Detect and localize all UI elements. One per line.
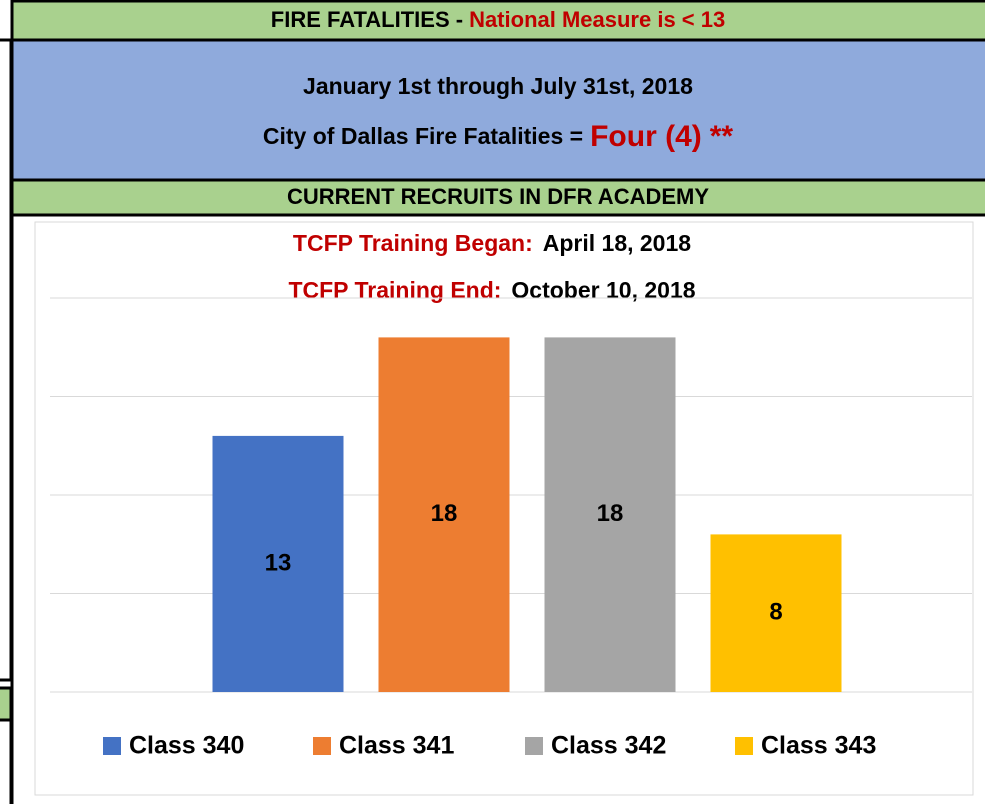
chart-title-value: October 10, 2018 [511,277,695,303]
title-highlight: National Measure is < 13 [469,7,725,32]
legend-label: Class 340 [129,732,244,760]
title: FIRE FATALITIES - [271,7,463,32]
chart-title-label: TCFP Training Began: [293,230,533,256]
left-panel-lower [0,718,13,804]
fatalities-box [10,38,985,182]
legend-swatch [313,737,331,755]
chart-title-line: TCFP Training End: October 10, 2018 [288,277,695,303]
fatalities-line: City of Dallas Fire Fatalities = Four (4)… [263,120,734,153]
bar [378,337,510,692]
legend-label: Class 342 [551,732,666,760]
left-band [0,686,13,722]
period: January 1st through July 31st, 2018 [303,73,693,99]
chart-title-line: TCFP Training Began: April 18, 2018 [293,230,691,256]
fatalities-note: ** [710,120,734,153]
fatalities-label: City of Dallas Fire Fatalities = [263,123,583,149]
legend-swatch [103,737,121,755]
data-label: 18 [597,500,624,527]
data-label: 8 [769,599,782,626]
title-band [10,0,985,42]
legend-label: Class 341 [339,732,454,760]
recruits-title: CURRENT RECRUITS IN DFR ACADEMY [287,184,709,209]
chart-title-value: April 18, 2018 [543,230,692,256]
left-panel [0,38,13,682]
data-label: 13 [265,549,292,576]
bar [710,534,842,692]
data-label: 18 [431,500,458,527]
bar [544,337,676,692]
bar [212,435,344,692]
fatalities-count: Four (4) [590,120,702,153]
legend-swatch [735,737,753,755]
recruits-band [10,178,985,217]
page-title: FIRE FATALITIES - National Measure is < 1… [271,7,725,32]
legend-label: Class 343 [761,732,876,760]
chart-title-label: TCFP Training End: [288,277,501,303]
legend-swatch [525,737,543,755]
